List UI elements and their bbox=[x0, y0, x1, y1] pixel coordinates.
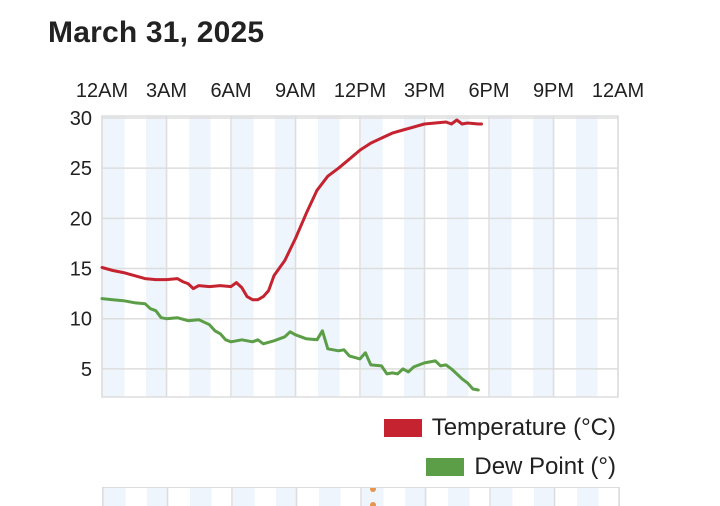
next-chart-preview bbox=[102, 487, 620, 506]
hour-band bbox=[362, 488, 384, 506]
hour-band bbox=[577, 488, 599, 506]
x-tick-label: 6PM bbox=[468, 80, 509, 102]
hour-band bbox=[276, 488, 298, 506]
x-tick-label: 12PM bbox=[334, 80, 386, 102]
y-tick-label: 20 bbox=[70, 208, 92, 230]
hour-band bbox=[233, 488, 255, 506]
x-tick-label: 3AM bbox=[146, 80, 187, 102]
dew-point-line bbox=[100, 297, 480, 392]
y-axis-ticks: 5 10 15 20 25 30 bbox=[70, 108, 92, 381]
legend-swatch-dew-point bbox=[426, 458, 465, 476]
y-tick-label: 5 bbox=[81, 359, 92, 381]
hour-band bbox=[448, 488, 470, 506]
hour-band bbox=[447, 116, 469, 397]
temperature-line bbox=[100, 118, 483, 302]
chart-series bbox=[100, 118, 483, 392]
hour-band bbox=[232, 116, 254, 397]
hour-bands bbox=[103, 116, 598, 397]
hour-band bbox=[318, 116, 340, 397]
x-tick-label: 3PM bbox=[404, 80, 445, 102]
hour-band bbox=[533, 116, 555, 397]
x-tick-label: 12AM bbox=[76, 80, 128, 102]
hour-band bbox=[189, 116, 211, 397]
hour-band bbox=[146, 116, 168, 397]
y-tick-label: 25 bbox=[70, 158, 92, 180]
legend-label-temperature: Temperature (°C) bbox=[431, 414, 616, 441]
hour-band bbox=[405, 488, 427, 506]
hour-band bbox=[576, 116, 598, 397]
hour-band bbox=[490, 116, 512, 397]
y-tick-label: 15 bbox=[70, 259, 92, 281]
hour-band bbox=[404, 116, 426, 397]
x-tick-label: 6AM bbox=[210, 80, 251, 102]
hour-band bbox=[103, 116, 125, 397]
x-axis-ticks: 12AM 3AM 6AM 9AM 12PM 3PM 6PM 9PM 12AM bbox=[76, 80, 644, 102]
x-tick-label: 12AM bbox=[592, 80, 644, 102]
legend-item-temperature[interactable]: Temperature (°C) bbox=[383, 414, 616, 442]
data-point-marker bbox=[370, 488, 376, 492]
hour-band bbox=[147, 488, 169, 506]
hour-band bbox=[534, 488, 556, 506]
hour-band bbox=[190, 488, 212, 506]
legend-swatch-temperature bbox=[383, 419, 422, 437]
hour-band bbox=[319, 488, 341, 506]
page-title: March 31, 2025 bbox=[48, 16, 265, 49]
chart-grid bbox=[101, 115, 619, 398]
y-tick-label: 30 bbox=[70, 108, 92, 130]
hour-band bbox=[491, 488, 513, 506]
hour-band bbox=[361, 116, 383, 397]
legend-item-dew-point[interactable]: Dew Point (°) bbox=[426, 453, 616, 481]
x-tick-label: 9PM bbox=[533, 80, 574, 102]
legend-label-dew-point: Dew Point (°) bbox=[474, 453, 616, 480]
x-tick-label: 9AM bbox=[275, 80, 316, 102]
hour-band bbox=[104, 488, 126, 506]
y-tick-label: 10 bbox=[70, 309, 92, 331]
